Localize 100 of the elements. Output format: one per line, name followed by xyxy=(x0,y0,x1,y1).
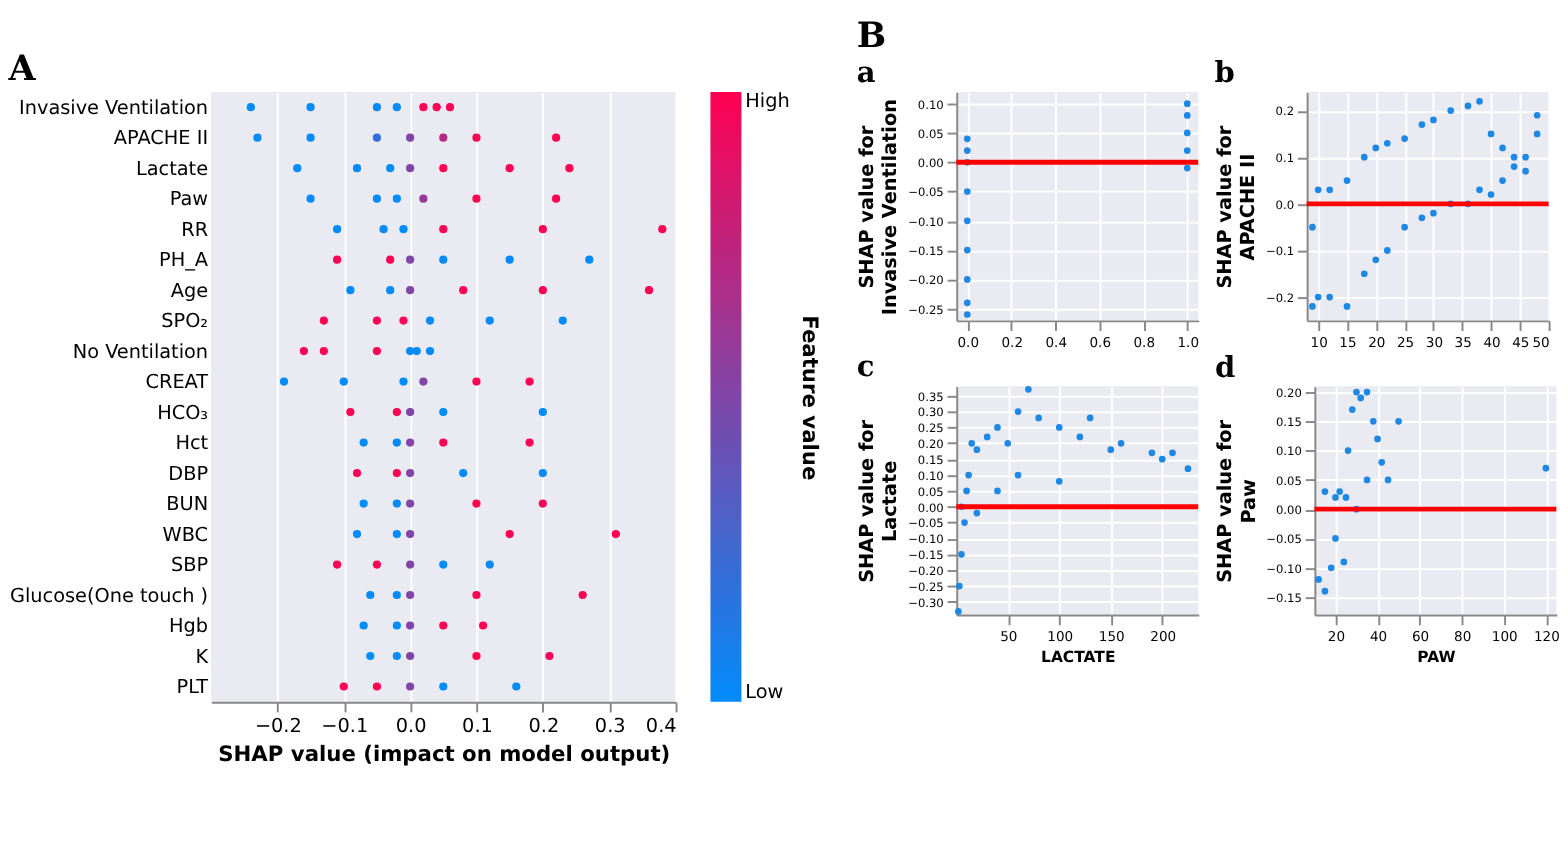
point xyxy=(1499,177,1506,184)
point xyxy=(1321,488,1329,495)
point xyxy=(1184,465,1192,473)
chart-title: a xyxy=(856,56,877,91)
point xyxy=(1487,191,1495,198)
y-tick-label: RR xyxy=(181,219,209,242)
point xyxy=(1309,303,1316,310)
point xyxy=(1522,153,1529,161)
y-tick-label: BUN xyxy=(166,494,209,517)
point xyxy=(1533,111,1541,119)
point xyxy=(1447,107,1455,114)
point xyxy=(1332,494,1339,501)
point xyxy=(1315,576,1322,583)
point xyxy=(963,311,971,318)
point xyxy=(1326,293,1334,301)
point xyxy=(1117,439,1125,447)
point xyxy=(956,582,963,590)
x-axis-title: SHAP value (impact on model output) xyxy=(218,740,671,767)
point xyxy=(963,147,971,154)
y-axis-title: SHAP value for Paw xyxy=(1215,419,1261,583)
point xyxy=(954,608,962,615)
point xyxy=(1343,303,1351,310)
y-tick-label: Paw xyxy=(169,189,209,212)
point xyxy=(1372,144,1380,152)
y-tick-label: Invasive Ventilation xyxy=(19,97,209,120)
point xyxy=(963,246,971,254)
point xyxy=(961,519,968,526)
point xyxy=(1430,209,1437,217)
x-axis-title: PAW xyxy=(1417,648,1457,667)
point xyxy=(963,487,970,495)
point xyxy=(1487,130,1495,138)
point xyxy=(1014,408,1022,415)
point xyxy=(1035,414,1043,422)
point xyxy=(994,487,1001,495)
y-tick-label: Lactate xyxy=(136,158,209,181)
point xyxy=(1357,394,1365,402)
point xyxy=(1014,471,1022,479)
point xyxy=(1183,164,1191,172)
point xyxy=(1183,112,1191,119)
y-tick-label: No Ventilation xyxy=(72,341,209,364)
y-tick-label: PLT xyxy=(176,677,209,700)
point xyxy=(1025,386,1032,393)
y-tick-label: HCO₃ xyxy=(157,402,209,425)
point xyxy=(1055,424,1063,431)
point xyxy=(1344,447,1352,454)
point xyxy=(1418,121,1426,128)
point xyxy=(1348,406,1356,413)
y-tick-label: CREAT xyxy=(145,372,209,395)
point xyxy=(1321,587,1329,595)
point xyxy=(1476,97,1483,105)
point xyxy=(1309,223,1316,231)
point xyxy=(963,276,971,283)
point xyxy=(1336,488,1344,495)
chart-title: b xyxy=(1214,56,1235,91)
point xyxy=(1510,153,1518,161)
point xyxy=(1158,455,1166,463)
y-tick-label: DBP xyxy=(168,463,209,486)
point xyxy=(1476,186,1483,194)
point xyxy=(1533,130,1541,138)
point xyxy=(983,433,991,441)
point xyxy=(963,188,971,195)
y-tick-label: Age xyxy=(170,280,209,303)
point xyxy=(1343,177,1351,184)
text: B xyxy=(856,17,887,58)
point xyxy=(1004,439,1012,447)
color-bar-title: Feature value xyxy=(797,315,824,481)
x-tick-label: 0.3 xyxy=(594,715,626,738)
color-bar-label: Low xyxy=(745,681,784,704)
y-tick-label: Hgb xyxy=(169,616,209,639)
point xyxy=(1369,417,1377,425)
chart-title: d xyxy=(1214,350,1236,385)
point xyxy=(1384,476,1392,484)
y-axis-title: SHAP value for Lactate xyxy=(857,419,903,583)
point xyxy=(1378,458,1386,466)
y-tick-label: Glucose(One touch ) xyxy=(9,585,209,608)
point xyxy=(1522,167,1529,175)
point xyxy=(1183,129,1191,137)
point xyxy=(1353,388,1360,396)
point xyxy=(1314,293,1322,301)
point xyxy=(1383,247,1391,254)
point xyxy=(1374,435,1381,443)
point xyxy=(1327,564,1335,572)
point xyxy=(1342,494,1350,501)
point xyxy=(973,509,981,517)
y-tick-label: WBC xyxy=(162,524,209,547)
point xyxy=(1401,223,1408,231)
point xyxy=(968,439,976,447)
point xyxy=(963,135,971,143)
point xyxy=(1430,116,1437,124)
y-tick-label: SPO₂ xyxy=(161,311,209,334)
x-tick-label: −0.1 xyxy=(321,715,369,738)
point xyxy=(1401,135,1408,142)
x-tick-label: 0.2 xyxy=(528,715,560,738)
point xyxy=(1360,270,1368,278)
y-tick-label: PH_A xyxy=(159,250,209,273)
point xyxy=(965,471,972,479)
x-tick-label: 0.0 xyxy=(395,715,427,738)
point xyxy=(1183,100,1191,108)
point xyxy=(1326,186,1334,194)
point xyxy=(958,550,965,558)
